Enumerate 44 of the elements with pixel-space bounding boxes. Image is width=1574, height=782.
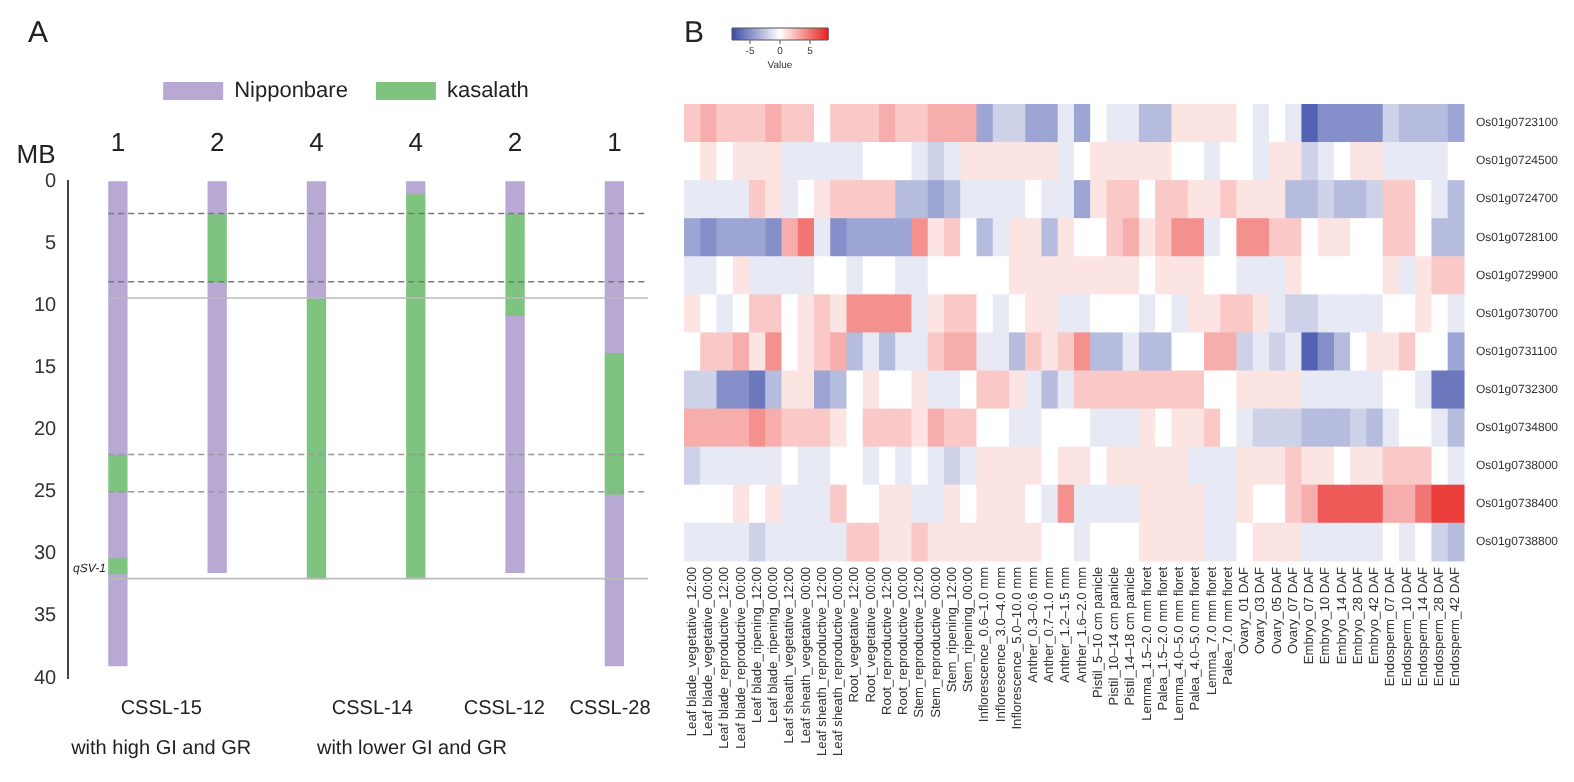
bar — [505, 181, 525, 215]
bar — [108, 556, 128, 575]
bar — [604, 493, 625, 667]
y-tick-label: 35 — [34, 605, 58, 628]
text: with high GI and GR — [69, 737, 252, 760]
x-tick-label: 1 — [607, 126, 622, 157]
text: with lower GI and GR — [314, 737, 508, 760]
bar — [604, 351, 625, 495]
y-tick-label: 40 — [34, 667, 58, 690]
x-tick-label: 1 — [110, 126, 126, 157]
text: CSSL-15 — [120, 697, 203, 720]
y-tick-label: 5 — [45, 232, 58, 255]
x-tick-label: 4 — [309, 126, 324, 157]
text: CSSL-28 — [569, 697, 652, 720]
text: CSSL-14 — [331, 697, 414, 720]
bar — [108, 491, 128, 559]
x-tick-label: 4 — [408, 126, 423, 157]
legend-label: kasalath — [446, 79, 529, 104]
y-axis-title: MB — [16, 139, 56, 170]
bar — [406, 181, 426, 195]
legend-label: Nipponbare — [234, 79, 348, 104]
bar — [505, 314, 525, 574]
bar — [207, 181, 227, 215]
bar — [306, 297, 327, 580]
y-tick-label: 25 — [34, 481, 58, 504]
y-tick-label: 0 — [45, 170, 58, 193]
bar — [108, 453, 128, 493]
bar — [108, 181, 128, 456]
x-tick-label: 2 — [507, 126, 523, 157]
bar — [207, 281, 227, 574]
y-tick-label: 30 — [34, 543, 58, 566]
y-tick-label: 10 — [34, 294, 58, 317]
bar — [108, 573, 128, 667]
bar — [604, 181, 625, 354]
y-tick-label: 15 — [34, 357, 58, 379]
chart-title: B — [684, 16, 705, 51]
y-tick-label: 20 — [34, 419, 58, 442]
bar — [505, 212, 525, 316]
x-tick-label: 2 — [209, 126, 225, 157]
bar — [306, 181, 327, 299]
chart-title: A — [28, 16, 49, 51]
bar — [406, 192, 426, 580]
text: CSSL-12 — [463, 697, 546, 720]
bar — [207, 212, 227, 283]
